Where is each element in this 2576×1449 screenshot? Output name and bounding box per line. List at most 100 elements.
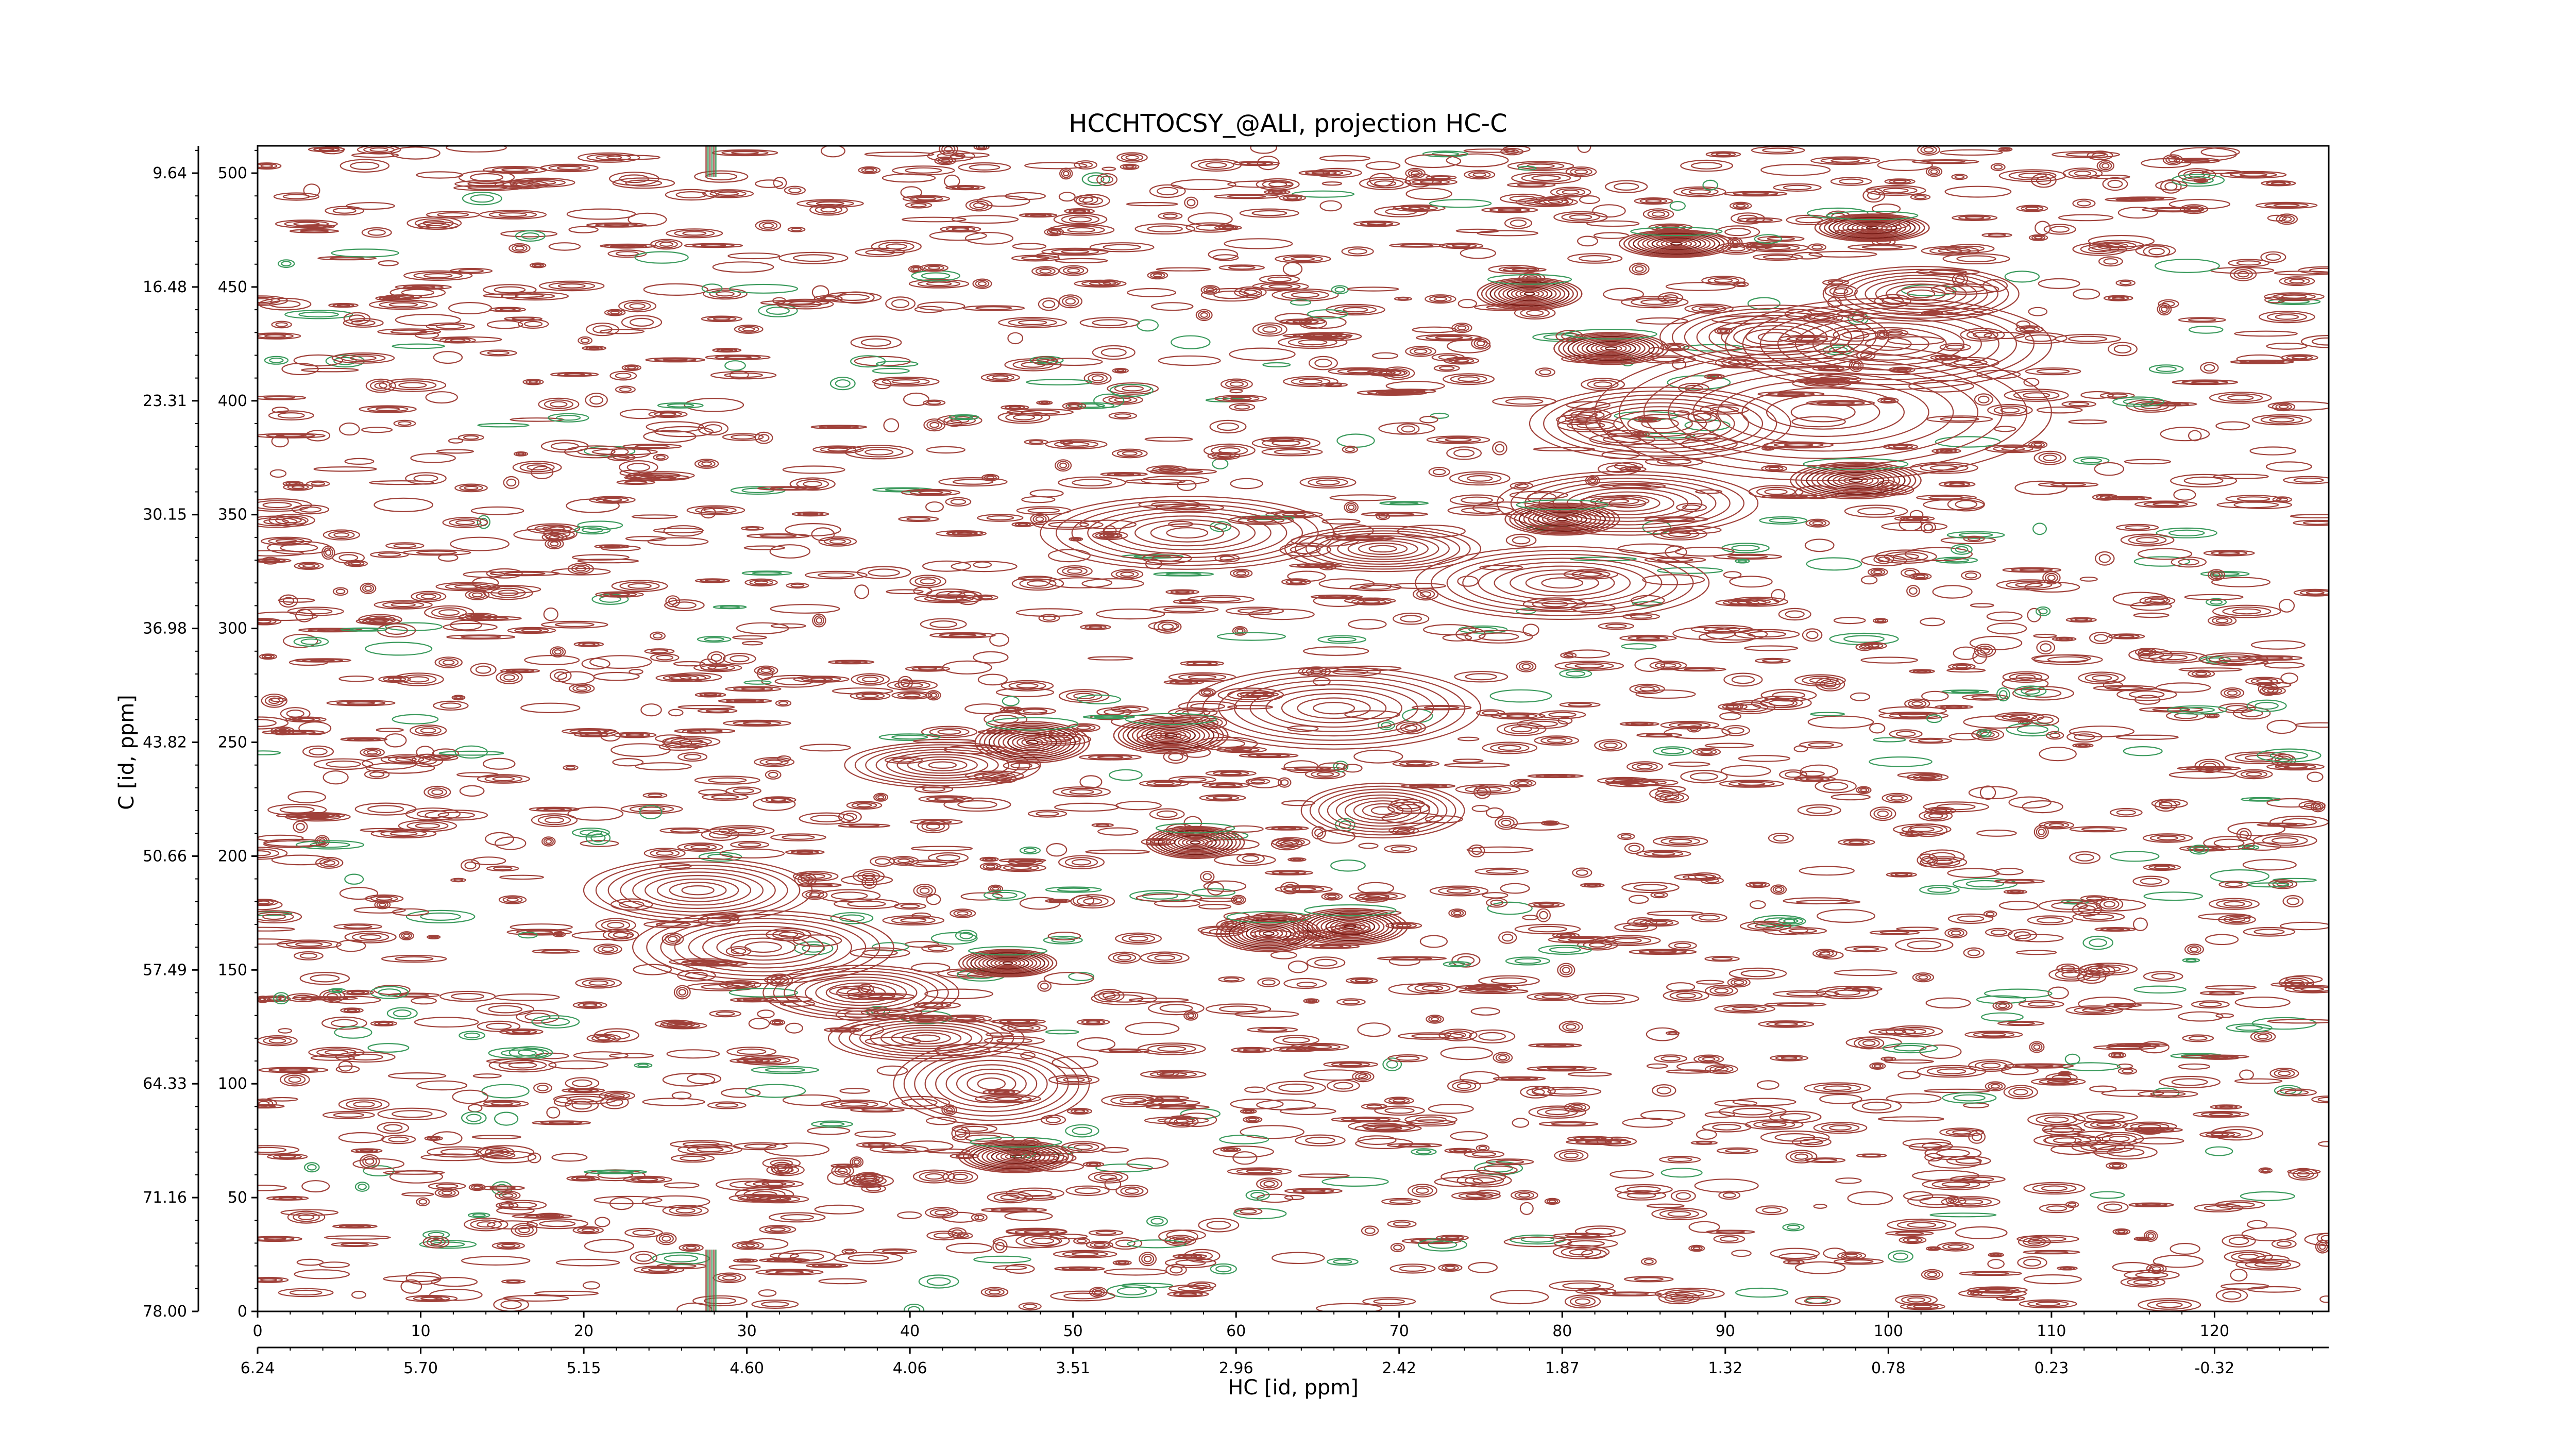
noise-contour xyxy=(2037,716,2054,724)
noise-contour xyxy=(834,898,900,909)
noise-contour xyxy=(922,786,945,792)
negative-contour xyxy=(1150,1218,1164,1225)
noise-contour xyxy=(2043,1128,2086,1133)
noise-contour xyxy=(1139,1252,1157,1267)
negative-contour xyxy=(385,622,443,631)
noise-contour xyxy=(1895,1231,1924,1235)
noise-contour xyxy=(1076,1239,1087,1243)
noise-contour xyxy=(733,1142,788,1151)
noise-contour xyxy=(629,303,646,309)
noise-contour xyxy=(367,229,386,236)
noise-contour xyxy=(1378,370,1396,375)
noise-contour xyxy=(1874,186,1918,195)
noise-contour xyxy=(1749,882,1767,887)
noise-contour xyxy=(1630,595,1665,606)
noise-contour xyxy=(544,817,565,823)
noise-contour xyxy=(477,1020,521,1032)
noise-contour xyxy=(1924,1088,1991,1093)
noise-contour xyxy=(1191,1251,1213,1260)
negative-contour xyxy=(1333,1259,1352,1265)
noise-contour xyxy=(585,346,603,350)
noise-contour xyxy=(302,564,316,568)
noise-contour xyxy=(1557,963,1575,978)
noise-contour xyxy=(1952,214,1998,221)
noise-contour xyxy=(2125,1127,2183,1133)
noise-contour xyxy=(1907,1222,1937,1228)
noise-contour xyxy=(2109,807,2143,817)
noise-contour xyxy=(709,190,747,197)
noise-contour xyxy=(451,992,484,1000)
noise-contour xyxy=(1705,878,1719,883)
noise-contour xyxy=(807,883,833,887)
noise-contour xyxy=(787,227,806,232)
noise-contour xyxy=(1614,922,1657,932)
noise-contour xyxy=(1841,1252,1862,1259)
noise-contour xyxy=(1414,348,1428,354)
noise-contour xyxy=(298,563,320,569)
noise-contour xyxy=(1732,1107,1773,1116)
noise-contour xyxy=(1314,829,1324,837)
noise-contour xyxy=(1232,1151,1258,1165)
noise-contour xyxy=(608,1053,654,1058)
noise-contour xyxy=(1229,568,1253,578)
noise-contour xyxy=(1396,923,1412,928)
noise-contour xyxy=(1348,619,1387,630)
noise-contour xyxy=(1018,1189,1053,1197)
noise-contour xyxy=(480,1147,515,1158)
negative-contour xyxy=(1566,670,1586,677)
noise-contour xyxy=(1498,818,1515,828)
noise-contour xyxy=(1121,154,1144,162)
noise-contour xyxy=(2271,837,2299,844)
noise-contour xyxy=(1455,228,1500,233)
noise-contour xyxy=(1727,596,1788,607)
noise-contour xyxy=(1603,288,1644,301)
noise-contour xyxy=(391,295,415,299)
noise-contour xyxy=(2052,1074,2072,1081)
noise-contour xyxy=(850,691,891,700)
noise-contour xyxy=(1019,578,1057,589)
noise-contour xyxy=(1389,243,1445,248)
noise-contour xyxy=(718,827,765,835)
negative-contour xyxy=(1212,458,1229,469)
noise-contour xyxy=(555,932,564,937)
noise-contour xyxy=(1458,1192,1494,1199)
noise-contour xyxy=(675,191,707,199)
noise-contour xyxy=(2083,966,2110,976)
noise-contour xyxy=(524,1215,561,1218)
noise-contour xyxy=(398,421,412,426)
noise-contour xyxy=(814,615,824,626)
noise-contour xyxy=(1206,288,1215,293)
noise-contour xyxy=(1054,802,1120,812)
noise-contour xyxy=(882,378,930,385)
noise-contour xyxy=(1449,1148,1472,1153)
noise-contour xyxy=(1393,1244,1402,1251)
noise-contour xyxy=(1505,398,1544,405)
noise-contour xyxy=(1908,823,1947,837)
noise-contour xyxy=(388,380,437,391)
noise-contour xyxy=(1157,1046,1187,1052)
noise-contour xyxy=(1580,1137,1600,1140)
noise-contour xyxy=(939,633,987,638)
noise-contour xyxy=(1909,827,1935,832)
noise-contour xyxy=(1293,858,1301,861)
noise-contour xyxy=(1652,1084,1676,1097)
noise-contour xyxy=(501,291,569,301)
noise-contour xyxy=(1533,447,1596,452)
noise-contour xyxy=(1993,445,2033,452)
noise-contour xyxy=(703,1297,737,1305)
noise-contour xyxy=(2269,417,2295,423)
noise-contour xyxy=(1146,781,1182,786)
noise-contour xyxy=(1262,326,1278,333)
noise-contour xyxy=(1285,319,1319,325)
noise-contour xyxy=(1946,668,1986,673)
negative-contour xyxy=(392,714,439,724)
noise-contour xyxy=(351,932,389,942)
noise-contour xyxy=(738,326,759,333)
noise-contour xyxy=(1752,253,1803,261)
noise-contour xyxy=(591,448,658,456)
noise-contour xyxy=(607,249,647,258)
noise-contour xyxy=(1282,256,1323,262)
noise-contour xyxy=(1336,998,1366,1006)
noise-contour xyxy=(1440,1170,1506,1184)
noise-contour xyxy=(1344,501,1359,514)
